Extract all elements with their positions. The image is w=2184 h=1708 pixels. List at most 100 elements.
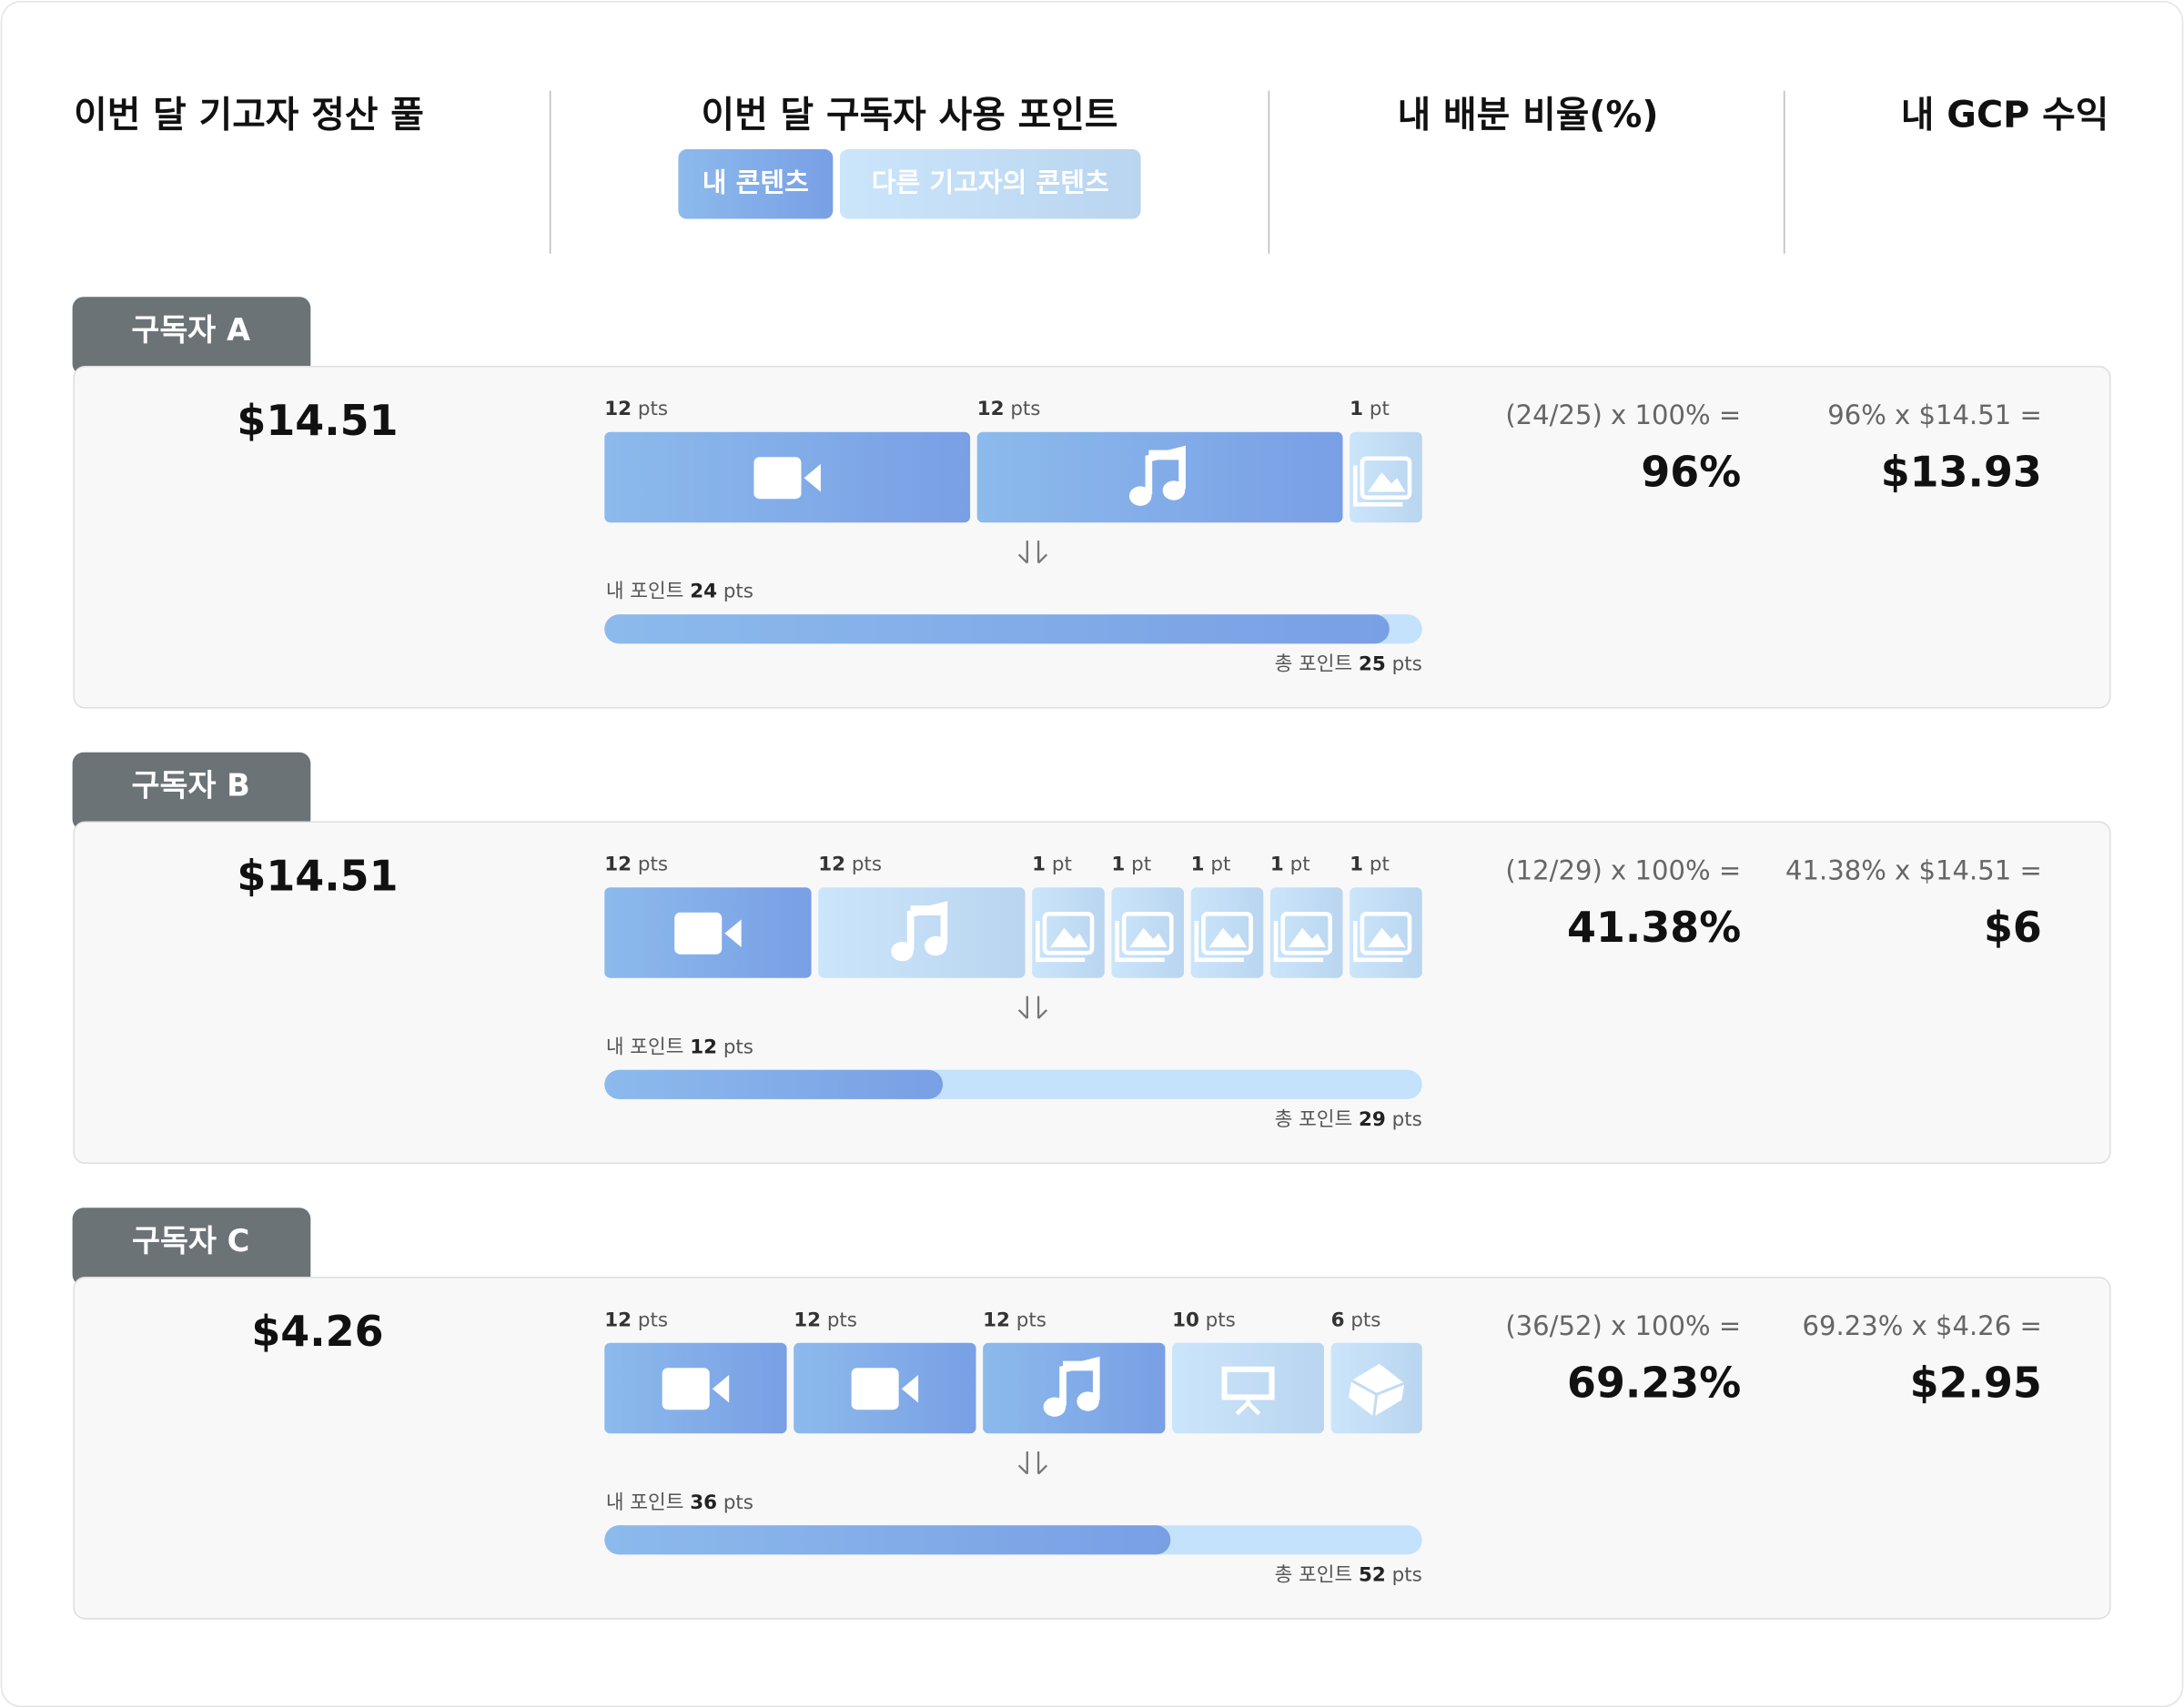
item-points-unit: pts [1206,1309,1236,1331]
icon [1360,912,1412,955]
item-points: 6 pts [1331,1309,1381,1331]
item-points: 12 pts [977,398,1041,420]
item-points-value: 1 [1032,854,1046,876]
item-points-unit: pt [1131,854,1151,876]
item-points-unit: pts [638,854,668,876]
earnings-formula: 96% x $14.51 = [1827,399,2042,430]
icon [1043,1397,1067,1417]
icon [1121,912,1174,955]
item-points-value: 1 [1350,398,1363,420]
icon [804,463,821,492]
icon [1288,927,1327,948]
item-points-value: 12 [794,1309,821,1331]
icon [1036,920,1086,963]
earnings-formula: 41.38% x $14.51 = [1785,854,2042,885]
column-title: 이번 달 기고자 정산 풀 [74,94,424,136]
ratio-formula: (36/52) x 100% = [1505,1310,1741,1341]
icon [1050,927,1088,948]
subscriber-tab [72,1208,311,1286]
legend-label: 내 콘텐츠 [703,167,809,197]
icon [662,1368,710,1410]
content-item [983,1342,1166,1434]
item-points-unit: pt [1370,854,1390,876]
icon [1350,1379,1405,1418]
earnings-formula: 69.23% x $4.26 = [1802,1310,2041,1341]
item-points: 12 pts [983,1309,1046,1331]
icon [712,1374,730,1403]
points-unit: pts [1392,1108,1422,1131]
points-value: 52 [1359,1563,1386,1586]
points-prefix: 총 포인트 [1275,1563,1353,1586]
progress-fill [604,1069,944,1099]
progress-fill [604,1525,1171,1555]
subscriber-card [73,821,2111,1165]
icon [1235,1397,1261,1416]
points-prefix: 총 포인트 [1275,652,1353,675]
item-points: 12 pts [604,854,668,876]
earnings: $6 [1984,903,2042,952]
points-unit: pts [723,1491,753,1514]
content-item [976,431,1343,523]
item-points: 12 pts [818,854,882,876]
item-points-unit: pt [1052,854,1072,876]
item-points: 1 pt [1350,854,1390,876]
icon [1194,920,1244,963]
column-title: 내 GCP 수익 [1901,94,2109,136]
subscriber-name: 구독자 B [132,768,250,803]
arrow [1017,541,1048,564]
item-points-value: 6 [1331,1309,1345,1331]
item-points-value: 12 [604,398,632,420]
item-points-unit: pt [1290,854,1310,876]
icon [1368,472,1406,492]
item-points-unit: pt [1210,854,1230,876]
icon [1368,927,1406,948]
ratio-formula: (24/25) x 100% = [1505,399,1741,430]
pool-amount: $14.51 [237,396,398,445]
item-points-value: 12 [604,854,632,876]
icon [1042,912,1095,955]
progress-fill [604,614,1390,644]
content-item [1172,1342,1324,1434]
icon [1063,1360,1097,1371]
legend-label: 다른 기고자의 콘텐츠 [872,167,1109,197]
icon [1129,927,1168,948]
points-value: 29 [1359,1108,1386,1131]
column-title: 이번 달 구독자 사용 포인트 [701,94,1117,136]
icon [924,935,947,956]
arrow [1017,995,1048,1019]
icon [1352,920,1403,963]
icon [1201,912,1253,955]
earnings: $2.95 [1910,1359,2042,1408]
item-points-value: 1 [1111,854,1125,876]
subscriber-card [73,1277,2111,1620]
points-value: 36 [690,1491,717,1514]
icon [1360,456,1412,500]
item-points-unit: pts [1016,1309,1046,1331]
icon [1115,920,1165,963]
icon [753,457,802,500]
icon [1208,927,1247,948]
item-points-unit: pt [1370,398,1390,420]
points-label: 총 포인트 29 pts [1275,1108,1422,1131]
icon [1349,1363,1405,1417]
item-points: 1 pt [1191,854,1231,876]
item-points-unit: pts [1350,1309,1380,1331]
points-unit: pts [1392,1563,1422,1586]
earnings: $13.93 [1881,448,2042,497]
ratio: 96% [1641,448,1741,497]
item-points-value: 1 [1191,854,1205,876]
item-points-value: 12 [818,854,845,876]
pool-amount: $14.51 [237,852,398,901]
points-label: 총 포인트 52 pts [1275,1563,1422,1586]
icon [1148,450,1183,460]
icon [1280,912,1333,955]
item-points-unit: pts [638,1309,668,1331]
subscriber-tab [72,752,311,831]
points-prefix: 내 포인트 [606,1036,684,1058]
item-points-value: 1 [1350,854,1363,876]
icon [1352,465,1403,507]
legend-other [839,149,1141,219]
ratio: 41.38% [1567,903,1741,952]
